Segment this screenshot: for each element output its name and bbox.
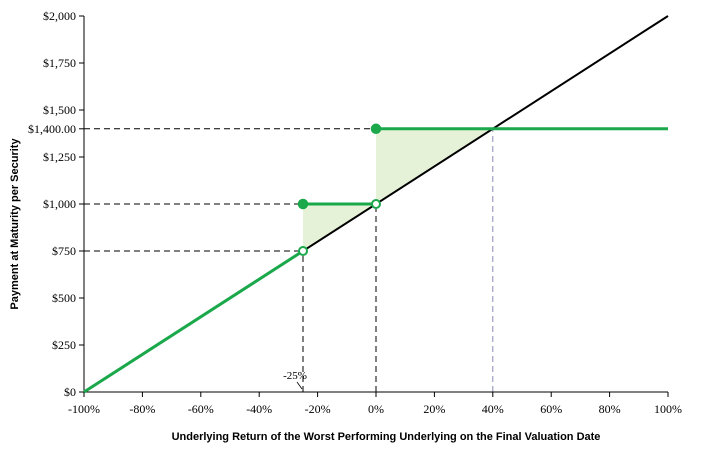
x-tick-label: -80% (129, 402, 155, 416)
y-tick-label-extra: $1,400.00 (28, 122, 76, 136)
reference-lines (84, 128, 494, 392)
open-marker (371, 199, 381, 209)
y-axis-title: Payment at Maturity per Security (9, 138, 21, 310)
y-tick-labels: $0 $250 $500 $750 $1,000 $1,250 $1,500 $1,750 $2… (28, 9, 76, 399)
payoff-line-group (83, 127, 668, 394)
annotation-label: -25% (283, 370, 307, 382)
y-tick-label: $2,000 (43, 9, 76, 23)
x-tick-label: 0% (368, 402, 384, 416)
y-tick-label: $1,750 (43, 56, 76, 70)
closed-marker (370, 123, 382, 135)
x-tick-label: 20% (423, 402, 445, 416)
open-marker (298, 246, 308, 256)
x-axis-title: Underlying Return of the Worst Performin… (172, 431, 601, 443)
markers (297, 123, 382, 256)
x-tick-label: 100% (654, 402, 682, 416)
closed-marker (297, 198, 309, 210)
axes (79, 15, 669, 397)
y-tick-label: $500 (52, 291, 76, 305)
x-tick-label: -20% (305, 402, 331, 416)
y-tick-label: $1,250 (43, 150, 76, 164)
x-tick-label: -100% (68, 402, 100, 416)
x-tick-labels: -100% -80% -60% -40% -20% 0% 20% 40% 60% 80% 100% (68, 402, 682, 416)
y-tick-label: $750 (52, 244, 76, 258)
y-tick-label: $1,500 (43, 103, 76, 117)
y-tick-label: $1,000 (43, 197, 76, 211)
x-tick-label: 80% (599, 402, 621, 416)
x-tick-label: 60% (540, 402, 562, 416)
x-tick-label: -40% (246, 402, 272, 416)
annotations: -25% (283, 370, 307, 390)
x-tick-label: -60% (188, 402, 214, 416)
y-tick-label: $0 (64, 385, 76, 399)
payoff-segment-1 (83, 249, 304, 394)
x-tick-label: 40% (482, 402, 504, 416)
y-tick-label: $250 (52, 338, 76, 352)
annotation-leader (296, 381, 303, 390)
